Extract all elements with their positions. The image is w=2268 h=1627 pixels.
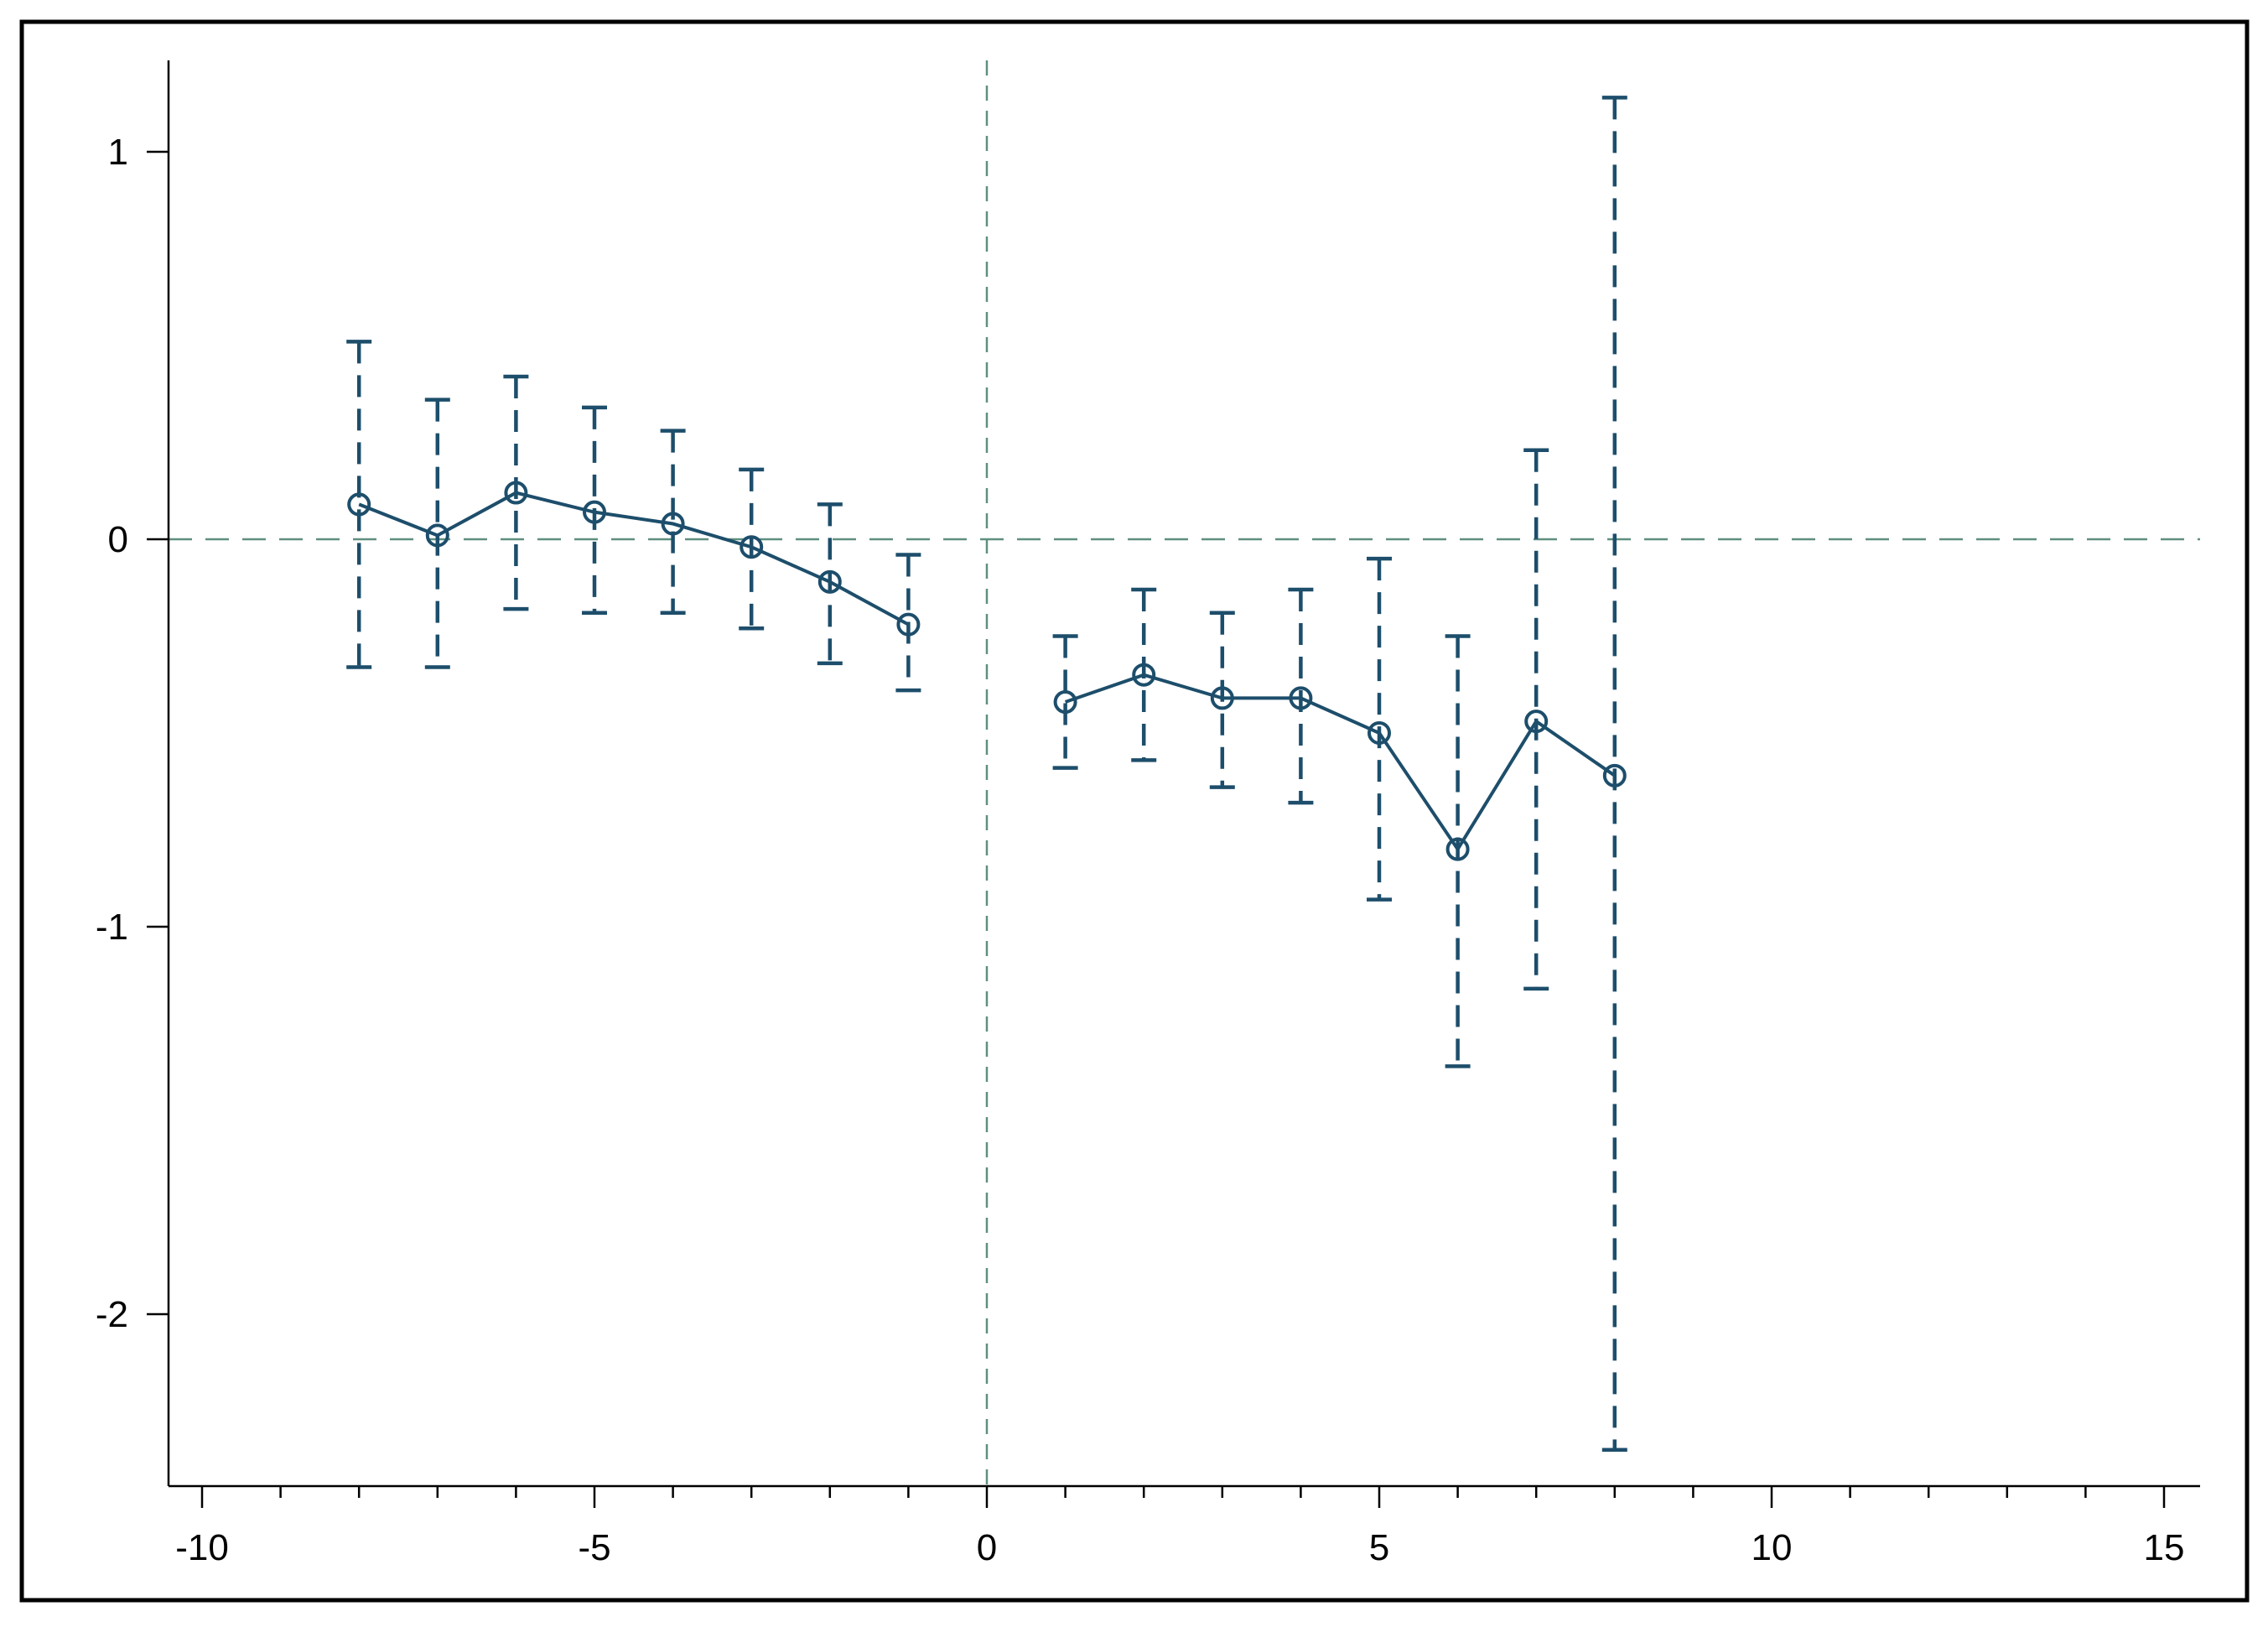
data-point	[347, 492, 371, 517]
x-tick-label: 10	[1752, 1527, 1793, 1568]
data-point	[425, 523, 449, 548]
outer-frame	[19, 19, 2250, 1603]
y-tick-label: 0	[108, 519, 128, 560]
data-point	[1602, 763, 1627, 788]
reference-lines	[169, 60, 2200, 1486]
data-point	[504, 481, 528, 505]
data-points	[347, 481, 1627, 861]
x-tick-label: -10	[175, 1527, 229, 1568]
y-tick-label: 1	[108, 132, 128, 173]
data-point	[1524, 710, 1549, 734]
x-tick-label: 15	[2144, 1527, 2185, 1568]
x-tick-label: 0	[977, 1527, 997, 1568]
data-point	[1132, 663, 1156, 687]
y-tick-label: -1	[96, 907, 128, 948]
data-point	[1053, 690, 1077, 715]
data-point	[740, 535, 764, 559]
x-tick-label: 5	[1369, 1527, 1389, 1568]
data-point	[817, 569, 842, 594]
data-point	[583, 500, 606, 524]
x-tick-label: -5	[578, 1527, 610, 1568]
data-point	[1289, 686, 1313, 710]
data-point	[1368, 721, 1391, 745]
series-line-post	[1064, 673, 1616, 853]
data-point	[896, 612, 921, 637]
data-point	[1210, 686, 1234, 710]
data-point	[1445, 837, 1470, 861]
series-lines	[358, 491, 1616, 853]
axes	[147, 60, 2200, 1508]
data-point	[661, 512, 685, 536]
series-line-pre	[358, 491, 910, 626]
y-tick-label: -2	[96, 1294, 128, 1335]
